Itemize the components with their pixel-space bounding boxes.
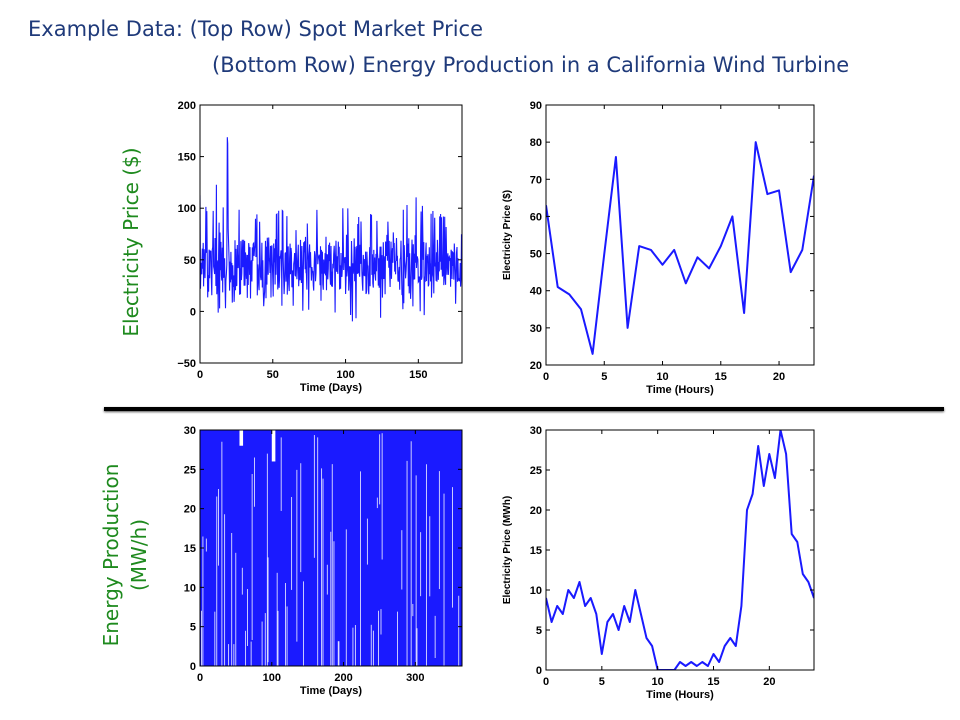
y-tick-label: 70 [530,174,542,186]
y-tick-label: 15 [530,545,542,557]
y-tick-label: −50 [177,358,196,370]
x-tick-label: 20 [763,676,775,688]
plot-area [546,141,814,355]
x-tick-label: 0 [197,369,203,381]
y-tick-label: 25 [530,465,542,477]
y-tick-label: 30 [530,425,542,437]
y-tick-label: 150 [178,152,196,164]
row-divider [104,407,944,411]
x-tick-label: 300 [406,672,424,684]
y-tick-label: 60 [530,211,542,223]
y-tick-label: 30 [184,425,196,437]
y-tick-label: 50 [530,249,542,261]
energy-hourly-chart: 0 5 10 15 20 0 5 10 15 20 25 30 Time (Hours) Electric… [502,425,815,701]
y-tick-label: 20 [530,505,542,517]
x-tick-label: 0 [543,676,549,688]
y-tick-label: 90 [530,100,542,112]
y-tick-label: 50 [184,255,196,267]
y-tick-label: 30 [530,323,542,335]
x-axis-label: Time (Hours) [646,384,714,396]
plot-frame [545,429,815,671]
x-tick-label: 10 [652,676,664,688]
price-side-label: Electricity Price ($) [119,147,143,337]
plot-area [200,137,462,322]
price-hourly-line [546,141,814,355]
x-tick-label: 20 [773,371,785,383]
y-tick-label: 0 [536,665,542,677]
y-tick-label: 10 [530,585,542,597]
y-tick-label: 0 [190,306,196,318]
heading-line-1: Example Data: (Top Row) Spot Market Pric… [28,17,484,41]
x-tick-label: 5 [599,676,605,688]
x-tick-label: 10 [656,371,668,383]
y-tick-label: 15 [184,543,196,555]
price-hourly-chart: 0 5 10 15 20 20 30 40 50 60 70 80 90 Time (Hours) Elec… [502,100,815,396]
x-tick-label: 100 [336,369,354,381]
x-tick-label: 15 [707,676,719,688]
y-tick-label: 25 [184,464,196,476]
plot-frame [199,104,463,364]
heading-line-2: (Bottom Row) Energy Production in a Cali… [212,53,850,77]
y-tick-label: 100 [178,203,196,215]
x-axis-label: Time (Days) [300,382,362,394]
y-axis-label: Electricity Price (MWh) [502,496,513,604]
x-tick-label: 50 [267,369,279,381]
y-tick-label: 20 [184,504,196,516]
x-tick-label: 0 [197,672,203,684]
y-tick-label: 200 [178,100,196,112]
y-tick-label: 0 [190,661,196,673]
y-tick-label: 80 [530,137,542,149]
energy-side-label: Energy Production (MW/h) [97,464,153,647]
plot-area [546,430,814,670]
plot-area [200,430,462,666]
x-tick-label: 150 [409,369,427,381]
x-tick-label: 5 [601,371,607,383]
y-tick-label: 5 [190,622,196,634]
y-tick-label: 10 [184,582,196,594]
x-tick-label: 200 [334,672,352,684]
x-tick-label: 100 [263,672,281,684]
y-tick-label: 40 [530,286,542,298]
energy-daily-chart: 0 100 200 300 0 5 10 15 20 25 30 Time (Days) [184,425,463,697]
plot-frame [545,104,815,366]
x-tick-label: 0 [543,371,549,383]
energy-gap [239,430,244,446]
x-axis-label: Time (Hours) [646,689,714,701]
y-tick-label: 20 [530,360,542,372]
energy-gap [271,430,276,462]
x-axis-label: Time (Days) [300,685,362,697]
energy-side-label-line-1: Energy Production [99,463,123,647]
energy-side-label-line-2: (MW/h) [127,518,151,592]
x-tick-label: 15 [715,371,727,383]
y-tick-label: 5 [536,625,542,637]
price-daily-line [200,137,462,322]
y-axis-label: Electricity Price ($) [502,190,513,280]
energy-hourly-line [546,430,814,670]
